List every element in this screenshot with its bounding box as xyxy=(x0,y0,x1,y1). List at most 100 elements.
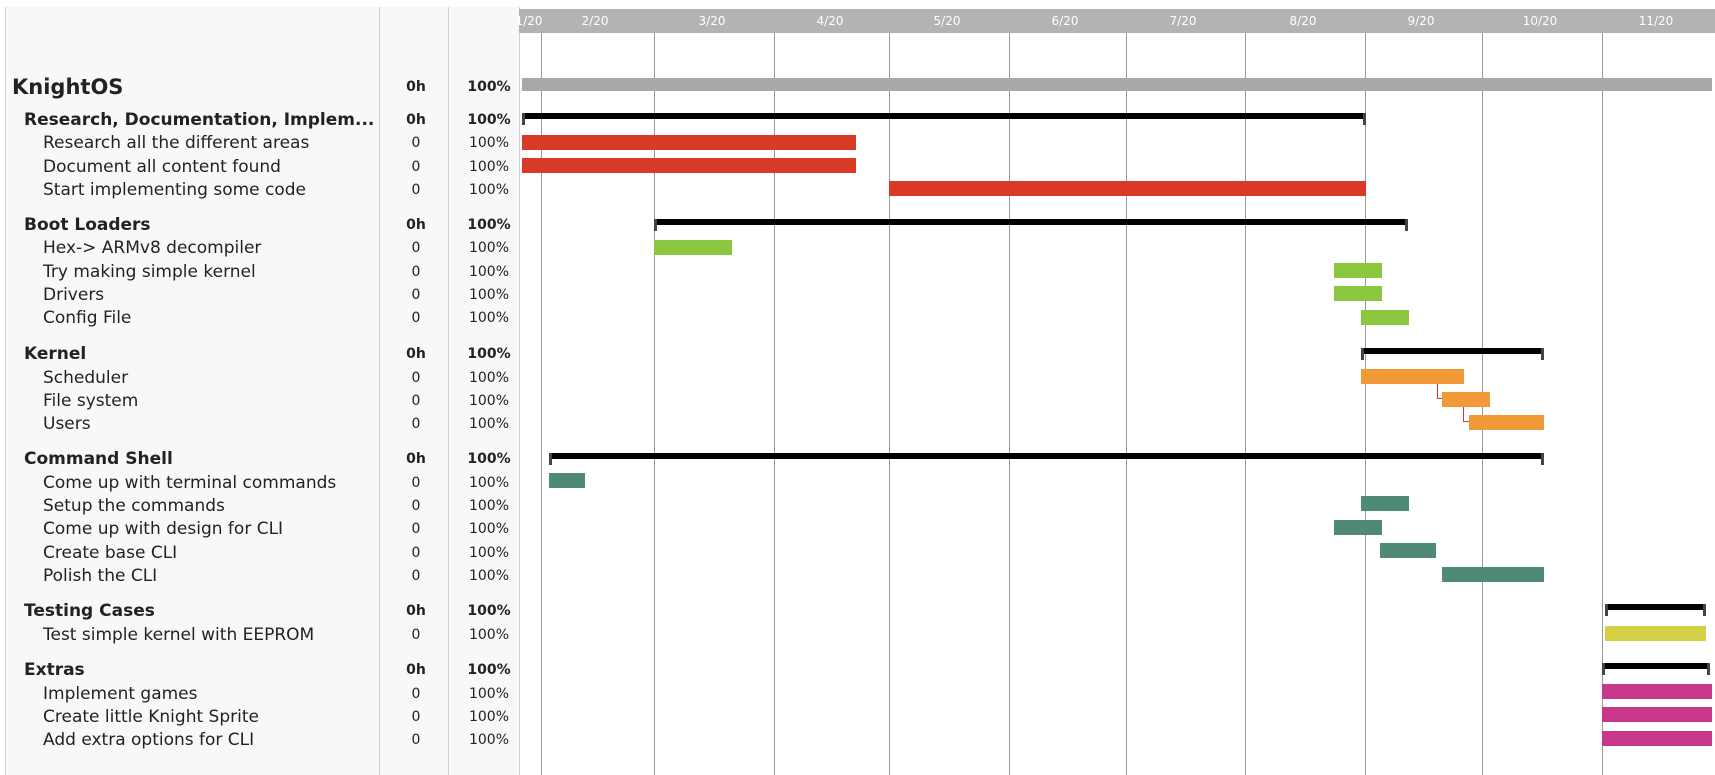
task-bar[interactable] xyxy=(1334,286,1382,301)
task-bar[interactable] xyxy=(522,158,856,173)
project-row[interactable]: KnightOS 0h 100% xyxy=(6,75,519,99)
task-percent: 100% xyxy=(468,393,510,409)
task-row[interactable]: Users 0 100% xyxy=(6,413,519,435)
task-bar[interactable] xyxy=(1442,567,1544,582)
task-row[interactable]: Create base CLI 0 100% xyxy=(6,542,519,564)
task-percent: 100% xyxy=(468,159,510,175)
group-hours: 0h xyxy=(406,112,426,128)
group-summary-bar[interactable] xyxy=(1605,604,1706,616)
group-percent: 100% xyxy=(467,346,511,362)
summary-cap xyxy=(1602,663,1605,675)
task-hours: 0 xyxy=(411,370,421,386)
task-bar[interactable] xyxy=(889,181,1366,196)
timeline-gridline xyxy=(1009,33,1010,775)
task-row[interactable]: Come up with design for CLI 0 100% xyxy=(6,518,519,540)
group-summary-bar[interactable] xyxy=(549,453,1544,465)
group-summary-bar[interactable] xyxy=(654,219,1408,231)
month-label: 8/20 xyxy=(1289,14,1317,28)
month-label: 10/20 xyxy=(1522,14,1558,28)
task-bar[interactable] xyxy=(522,135,856,150)
month-label: 9/20 xyxy=(1407,14,1435,28)
task-row[interactable]: Setup the commands 0 100% xyxy=(6,495,519,517)
task-bar[interactable] xyxy=(1380,543,1436,558)
task-row[interactable]: Hex-> ARMv8 decompiler 0 100% xyxy=(6,237,519,259)
task-name: Research all the different areas xyxy=(43,133,310,153)
task-hours: 0 xyxy=(411,159,421,175)
task-bar[interactable] xyxy=(549,473,585,488)
task-row[interactable]: Drivers 0 100% xyxy=(6,284,519,306)
task-bar[interactable] xyxy=(1602,707,1712,722)
summary-cap xyxy=(1405,219,1408,231)
group-row-extras[interactable]: Extras 0h 100% xyxy=(6,659,519,681)
group-percent: 100% xyxy=(467,603,511,619)
task-hours: 0 xyxy=(411,521,421,537)
task-bar[interactable] xyxy=(1361,310,1409,325)
month-label: 1/20 xyxy=(515,14,543,28)
task-bar[interactable] xyxy=(1334,263,1382,278)
timeline-gridline xyxy=(1365,33,1366,775)
task-bar[interactable] xyxy=(1361,496,1409,511)
group-row-command-shell[interactable]: Command Shell 0h 100% xyxy=(6,448,519,470)
task-row[interactable]: Document all content found 0 100% xyxy=(6,156,519,178)
group-row-kernel[interactable]: Kernel 0h 100% xyxy=(6,343,519,365)
group-name: Research, Documentation, Implem... xyxy=(24,110,375,130)
column-divider xyxy=(379,7,380,775)
task-hours: 0 xyxy=(411,475,421,491)
task-name: Setup the commands xyxy=(43,496,225,516)
timeline-gridline xyxy=(1602,33,1603,775)
group-hours: 0h xyxy=(406,662,426,678)
column-divider xyxy=(448,7,449,775)
group-name: Testing Cases xyxy=(24,601,155,621)
summary-cap xyxy=(1361,348,1364,360)
task-row[interactable]: Research all the different areas 0 100% xyxy=(6,132,519,154)
task-bar[interactable] xyxy=(1469,415,1544,430)
group-hours: 0h xyxy=(406,217,426,233)
month-label: 3/20 xyxy=(698,14,726,28)
group-row-boot-loaders[interactable]: Boot Loaders 0h 100% xyxy=(6,214,519,236)
task-row[interactable]: Start implementing some code 0 100% xyxy=(6,179,519,201)
task-hours: 0 xyxy=(411,545,421,561)
task-percent: 100% xyxy=(468,568,510,584)
task-percent: 100% xyxy=(468,287,510,303)
month-label: 6/20 xyxy=(1051,14,1079,28)
task-row[interactable]: Try making simple kernel 0 100% xyxy=(6,261,519,283)
task-hours: 0 xyxy=(411,627,421,643)
task-row[interactable]: Implement games 0 100% xyxy=(6,683,519,705)
task-bar[interactable] xyxy=(1334,520,1382,535)
task-hours: 0 xyxy=(411,416,421,432)
task-row[interactable]: File system 0 100% xyxy=(6,390,519,412)
task-row[interactable]: Scheduler 0 100% xyxy=(6,367,519,389)
task-name: Create base CLI xyxy=(43,543,178,563)
group-summary-bar[interactable] xyxy=(522,113,1366,125)
summary-cap xyxy=(549,453,552,465)
task-hours: 0 xyxy=(411,182,421,198)
task-bar[interactable] xyxy=(654,240,732,255)
task-row[interactable]: Create little Knight Sprite 0 100% xyxy=(6,706,519,728)
task-bar[interactable] xyxy=(1361,369,1464,384)
task-row[interactable]: Test simple kernel with EEPROM 0 100% xyxy=(6,624,519,646)
task-row[interactable]: Polish the CLI 0 100% xyxy=(6,565,519,587)
task-bar[interactable] xyxy=(1602,731,1712,746)
task-table-panel: KnightOS 0h 100% Research, Documentation… xyxy=(5,7,520,775)
task-bar[interactable] xyxy=(1605,626,1706,641)
task-hours: 0 xyxy=(411,686,421,702)
task-bar[interactable] xyxy=(1602,684,1712,699)
task-row[interactable]: Come up with terminal commands 0 100% xyxy=(6,472,519,494)
task-name: Add extra options for CLI xyxy=(43,730,255,750)
group-name: Extras xyxy=(24,660,85,680)
task-name: File system xyxy=(43,391,139,411)
summary-cap xyxy=(1703,604,1706,616)
group-row-research[interactable]: Research, Documentation, Implem... 0h 10… xyxy=(6,109,519,131)
task-bar[interactable] xyxy=(1442,392,1490,407)
task-name: Hex-> ARMv8 decompiler xyxy=(43,238,262,258)
task-percent: 100% xyxy=(468,416,510,432)
task-row[interactable]: Add extra options for CLI 0 100% xyxy=(6,729,519,751)
group-summary-bar[interactable] xyxy=(1602,663,1710,675)
group-summary-bar[interactable] xyxy=(1361,348,1544,360)
task-name: Try making simple kernel xyxy=(43,262,256,282)
summary-cap xyxy=(1541,348,1544,360)
project-bar[interactable] xyxy=(522,78,1712,91)
summary-cap xyxy=(1363,113,1366,125)
task-row[interactable]: Config File 0 100% xyxy=(6,307,519,329)
group-row-testing-cases[interactable]: Testing Cases 0h 100% xyxy=(6,600,519,622)
